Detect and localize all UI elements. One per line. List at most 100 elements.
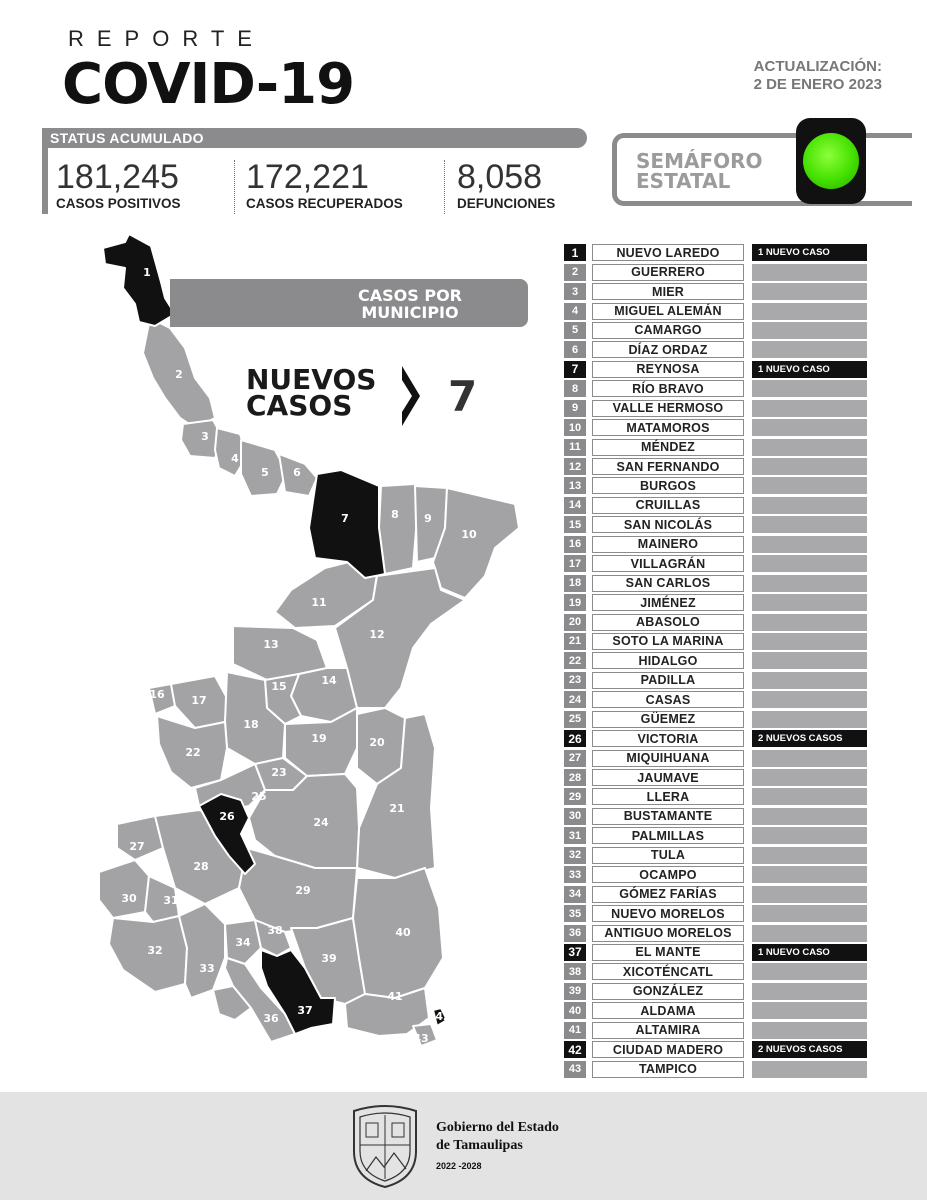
map-label-6: 6 bbox=[293, 466, 301, 479]
row-number: 32 bbox=[564, 846, 586, 864]
row-number: 25 bbox=[564, 710, 586, 728]
nuevos-casos-count: 7 bbox=[448, 372, 478, 421]
row-new-cases bbox=[752, 555, 867, 573]
status-frame bbox=[42, 128, 48, 214]
row-new-cases bbox=[752, 302, 867, 320]
row-number: 23 bbox=[564, 671, 586, 689]
municipio-6-shape bbox=[278, 453, 318, 497]
table-row: 7 REYNOSA 1 NUEVO CASO bbox=[564, 360, 868, 379]
table-row: 39 GONZÁLEZ bbox=[564, 982, 868, 1001]
row-number: 26 bbox=[564, 730, 586, 748]
row-new-cases bbox=[752, 769, 867, 787]
row-number: 28 bbox=[564, 769, 586, 787]
map-label-33: 33 bbox=[199, 962, 214, 975]
map-label-32: 32 bbox=[147, 944, 162, 957]
table-row: 6 DÍAZ ORDAZ bbox=[564, 340, 868, 359]
row-number: 39 bbox=[564, 982, 586, 1000]
row-new-cases bbox=[752, 652, 867, 670]
map-label-29: 29 bbox=[295, 884, 310, 897]
row-new-cases bbox=[752, 594, 867, 612]
row-municipio-name: PADILLA bbox=[592, 671, 744, 689]
table-row: 21 SOTO LA MARINA bbox=[564, 632, 868, 651]
row-municipio-name: SAN CARLOS bbox=[592, 574, 744, 592]
municipio-36-shape bbox=[224, 957, 296, 1043]
row-municipio-name: MÉNDEZ bbox=[592, 438, 744, 456]
table-row: 16 MAINERO bbox=[564, 535, 868, 554]
municipio-35-shape bbox=[212, 985, 252, 1021]
row-municipio-name: VALLE HERMOSO bbox=[592, 399, 744, 417]
recuperados-label: CASOS RECUPERADOS bbox=[246, 196, 403, 211]
row-municipio-name: LLERA bbox=[592, 788, 744, 806]
row-number: 35 bbox=[564, 905, 586, 923]
table-row: 36 ANTIGUO MORELOS bbox=[564, 923, 868, 942]
table-row: 17 VILLAGRÁN bbox=[564, 554, 868, 573]
row-number: 43 bbox=[564, 1060, 586, 1078]
row-new-cases bbox=[752, 613, 867, 631]
row-new-cases bbox=[752, 574, 867, 592]
row-municipio-name: VICTORIA bbox=[592, 730, 744, 748]
table-row: 12 SAN FERNANDO bbox=[564, 457, 868, 476]
row-municipio-name: SAN FERNANDO bbox=[592, 458, 744, 476]
row-new-cases bbox=[752, 710, 867, 728]
row-number: 5 bbox=[564, 321, 586, 339]
municipio-27-shape bbox=[116, 815, 164, 861]
row-municipio-name: NUEVO LAREDO bbox=[592, 244, 744, 262]
row-new-cases bbox=[752, 807, 867, 825]
municipio-19-shape bbox=[284, 707, 358, 777]
nuevos-line2: CASOS bbox=[246, 389, 353, 422]
table-row: 33 OCAMPO bbox=[564, 865, 868, 884]
row-new-cases bbox=[752, 866, 867, 884]
map-label-8: 8 bbox=[391, 508, 399, 521]
municipio-37-shape bbox=[260, 949, 336, 1035]
row-new-cases bbox=[752, 399, 867, 417]
row-number: 15 bbox=[564, 516, 586, 534]
map-label-4: 4 bbox=[231, 452, 239, 465]
recuperados-value: 172,221 bbox=[246, 158, 369, 196]
row-municipio-name: GÜEMEZ bbox=[592, 710, 744, 728]
row-new-cases bbox=[752, 516, 867, 534]
row-new-cases bbox=[752, 827, 867, 845]
row-number: 18 bbox=[564, 574, 586, 592]
municipio-43-shape bbox=[412, 1023, 438, 1047]
map-label-27: 27 bbox=[129, 840, 144, 853]
table-row: 26 VICTORIA 2 NUEVOS CASOS bbox=[564, 729, 868, 748]
row-number: 16 bbox=[564, 535, 586, 553]
table-row: 29 LLERA bbox=[564, 787, 868, 806]
municipios-table: 1 NUEVO LAREDO 1 NUEVO CASO 2 GUERRERO 3 MIER 4… bbox=[564, 243, 868, 1079]
municipio-3-shape bbox=[180, 419, 224, 459]
row-number: 21 bbox=[564, 632, 586, 650]
map-label-20: 20 bbox=[369, 736, 385, 749]
table-row: 32 TULA bbox=[564, 846, 868, 865]
banner-line1: CASOS POR bbox=[358, 286, 462, 305]
map-label-37: 37 bbox=[297, 1004, 312, 1017]
row-municipio-name: TAMPICO bbox=[592, 1060, 744, 1078]
table-row: 40 ALDAMA bbox=[564, 1001, 868, 1020]
table-row: 24 CASAS bbox=[564, 690, 868, 709]
table-row: 30 BUSTAMANTE bbox=[564, 807, 868, 826]
row-number: 38 bbox=[564, 963, 586, 981]
row-municipio-name: BURGOS bbox=[592, 477, 744, 495]
table-row: 13 BURGOS bbox=[564, 476, 868, 495]
municipio-8-shape bbox=[378, 483, 418, 575]
table-row: 27 MIQUIHUANA bbox=[564, 748, 868, 767]
row-new-cases bbox=[752, 477, 867, 495]
map-label-39: 39 bbox=[321, 952, 336, 965]
map-label-5: 5 bbox=[261, 466, 269, 479]
row-new-cases bbox=[752, 380, 867, 398]
row-new-cases: 1 NUEVO CASO bbox=[752, 943, 867, 961]
row-municipio-name: SOTO LA MARINA bbox=[592, 632, 744, 650]
row-municipio-name: JIMÉNEZ bbox=[592, 594, 744, 612]
table-row: 8 RÍO BRAVO bbox=[564, 379, 868, 398]
map-label-42: 42 bbox=[435, 1010, 450, 1023]
table-row: 10 MATAMOROS bbox=[564, 418, 868, 437]
map-label-34: 34 bbox=[235, 936, 251, 949]
row-number: 20 bbox=[564, 613, 586, 631]
table-row: 18 SAN CARLOS bbox=[564, 573, 868, 592]
map-label-18: 18 bbox=[243, 718, 258, 731]
row-number: 14 bbox=[564, 496, 586, 514]
row-municipio-name: CASAS bbox=[592, 691, 744, 709]
row-new-cases bbox=[752, 419, 867, 437]
banner-line2: MUNICIPIO bbox=[361, 303, 459, 322]
green-light-icon bbox=[803, 133, 859, 189]
casos-municipio-title: CASOS POR MUNICIPIO bbox=[300, 287, 520, 321]
